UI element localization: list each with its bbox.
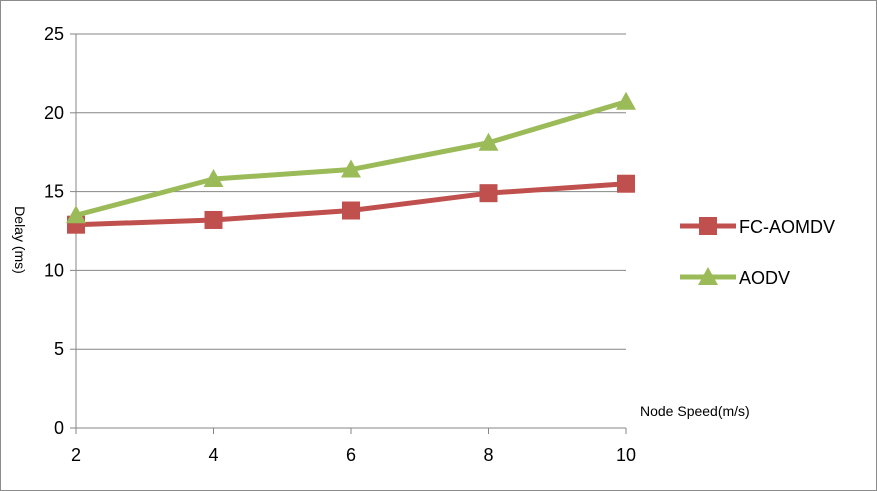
x-tick-label: 6 (346, 445, 356, 465)
data-point-aodv (478, 132, 499, 151)
x-tick-label: 4 (208, 445, 218, 465)
series-line-aodv (75, 99, 627, 218)
legend-marker-fc-aomdv (699, 217, 717, 235)
data-point-aodv (203, 168, 224, 187)
data-point-fc-aomdv (342, 201, 360, 220)
legend-label-fc-aomdv: FC-AOMDV (739, 217, 835, 237)
y-tick-label: 0 (54, 418, 64, 438)
data-point-aodv (616, 91, 636, 110)
legend-label-aodv: AODV (739, 268, 790, 288)
y-tick-label: 5 (54, 339, 64, 359)
x-tick-label: 8 (483, 445, 493, 465)
x-tick-label: 10 (616, 445, 636, 465)
y-tick-label: 25 (44, 24, 64, 44)
y-tick-label: 10 (44, 260, 64, 280)
y-axis-label: Delay (ms) (12, 206, 28, 274)
x-tick-label: 2 (71, 445, 81, 465)
legend-marker-aodv (698, 267, 718, 285)
data-point-aodv (66, 205, 86, 224)
data-point-aodv (341, 159, 361, 178)
data-point-fc-aomdv (204, 210, 223, 229)
x-axis-label: Node Speed(m/s) (640, 403, 750, 419)
y-tick-label: 15 (44, 182, 64, 202)
y-tick-label: 20 (44, 103, 64, 123)
data-point-fc-aomdv (617, 174, 635, 193)
data-point-fc-aomdv (479, 184, 498, 203)
